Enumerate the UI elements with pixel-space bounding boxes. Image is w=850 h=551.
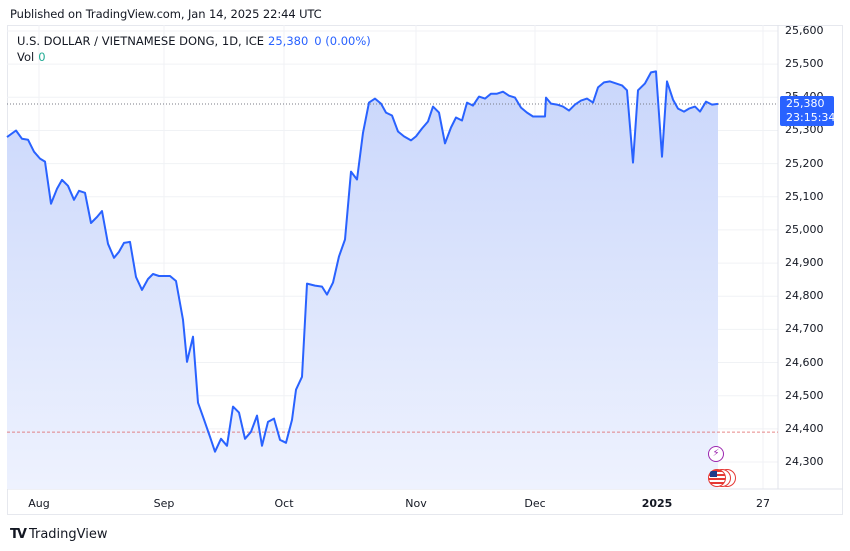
time-axis-label: 27 [756, 497, 770, 510]
price-tag-countdown: 23:15:34 [786, 111, 836, 124]
tradingview-logo-icon: TV [10, 527, 27, 542]
time-axis-label: Oct [274, 497, 294, 510]
price-axis-label: 24,500 [785, 388, 824, 402]
time-axis-label: Dec [524, 497, 546, 510]
price-area-fill [7, 71, 718, 490]
change-value: 0 (0.00%) [314, 34, 371, 48]
price-axis-label: 25,200 [785, 156, 824, 170]
chart-legend: U.S. DOLLAR / VIETNAMESE DONG, 1D, ICE 25… [17, 33, 371, 65]
price-line [6, 70, 719, 453]
price-axis-label: 24,700 [785, 322, 824, 336]
price-axis-label: 25,300 [785, 123, 824, 137]
price-axis-label: 25,100 [785, 189, 824, 203]
price-axis-label: 24,600 [785, 355, 824, 369]
current-price-tag: 25,380 23:15:34 [780, 96, 836, 126]
price-axis-label: 25,600 [785, 24, 824, 37]
time-axis-label: Sep [153, 497, 175, 510]
tradingview-brand[interactable]: TV TradingView [10, 527, 107, 542]
us-flag-icon[interactable] [708, 469, 726, 487]
price-axis-label: 25,500 [785, 57, 824, 71]
time-axis-label: Aug [28, 497, 50, 510]
brand-name: TradingView [28, 527, 108, 542]
time-axis-label: Nov [405, 497, 427, 510]
price-axis-label: 24,800 [785, 289, 824, 303]
symbol-title[interactable]: U.S. DOLLAR / VIETNAMESE DONG, 1D, ICE [17, 34, 265, 48]
bolt-icon[interactable]: ⚡ [708, 446, 724, 462]
price-axis-label: 24,300 [785, 455, 824, 468]
price-axis-label: 25,000 [785, 222, 824, 236]
published-caption: Published on TradingView.com, Jan 14, 20… [10, 7, 322, 21]
volume-label[interactable]: Vol [17, 50, 35, 64]
price-axis-label: 24,400 [785, 421, 824, 435]
price-axis-label: 24,900 [785, 256, 824, 270]
price-tag-value: 25,380 [786, 97, 825, 110]
time-axis-label: 2025 [641, 497, 673, 510]
last-value: 25,380 [268, 34, 309, 48]
volume-value: 0 [38, 50, 46, 64]
